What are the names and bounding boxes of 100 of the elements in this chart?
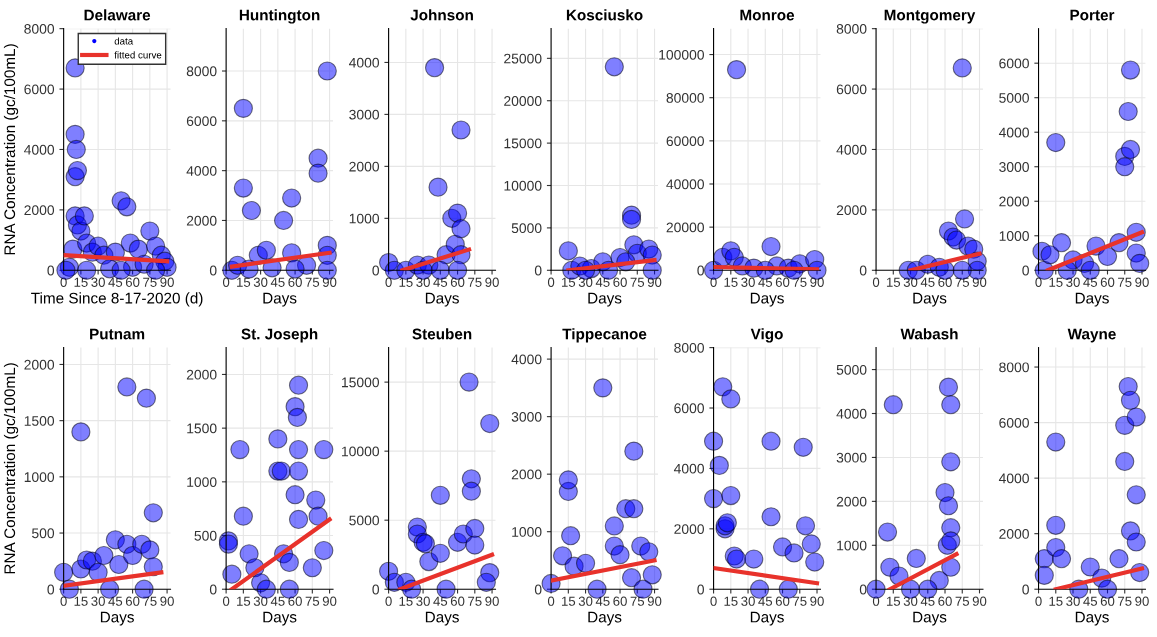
x-tick-label: 90 [972, 596, 987, 606]
x-tick-label: 60 [613, 277, 627, 287]
x-tick-label: 60 [125, 596, 140, 606]
y-tick-label: 3000 [511, 411, 542, 422]
y-tick-label: 2000 [511, 469, 542, 480]
point [1120, 390, 1141, 410]
chart-title: St. Joseph [241, 328, 318, 343]
point [941, 557, 961, 577]
x-tick-label: 45 [270, 596, 285, 606]
point [1118, 101, 1138, 122]
point [593, 378, 613, 398]
point [465, 535, 485, 555]
chart-title: Tippecanoe [562, 328, 647, 343]
x-tick-label: 15 [561, 277, 576, 287]
y-tick-label: 0 [1022, 584, 1029, 595]
x-tick-label: 90 [810, 277, 824, 287]
x-axis-title: Days [588, 292, 622, 307]
x-tick-label: 45 [433, 277, 448, 287]
y-tick-label: 6000 [24, 84, 55, 95]
x-tick-label: 45 [595, 596, 610, 606]
point [883, 395, 903, 415]
point [1080, 557, 1100, 577]
x-tick-label: 75 [143, 277, 157, 287]
y-tick-label: 0 [1022, 265, 1029, 276]
point [109, 554, 129, 575]
y-axis-title: RNA Concentration (gc/100mL) [3, 363, 19, 574]
point [1046, 515, 1066, 535]
x-tick-label: 45 [1083, 596, 1098, 606]
point [624, 499, 644, 519]
chart-title: Delaware [84, 9, 151, 21]
y-tick-label: 20000 [666, 222, 704, 233]
point [94, 545, 114, 566]
y-tick-label: 1000 [999, 231, 1029, 241]
x-tick-label: 75 [630, 277, 645, 287]
point [941, 395, 961, 415]
y-tick-label: 0 [372, 584, 380, 595]
x-tick-label: 15 [74, 277, 88, 287]
y-tick-label: 5000 [999, 93, 1029, 103]
point [561, 526, 581, 546]
x-tick-label: 90 [647, 277, 662, 287]
x-tick-label: 45 [595, 277, 610, 287]
x-tick-label: 45 [270, 277, 285, 287]
x-tick-label: 60 [125, 277, 140, 287]
x-tick-label: 30 [1066, 596, 1080, 606]
y-tick-label: 15000 [342, 377, 380, 388]
x-tick-label: 30 [578, 596, 593, 606]
point [308, 163, 328, 183]
point [1115, 451, 1135, 472]
y-tick-label: 2000 [674, 524, 704, 534]
x-tick-label: 0 [222, 277, 230, 287]
point [639, 542, 659, 562]
x-tick-label: 90 [972, 277, 987, 287]
point [877, 522, 898, 542]
point [117, 197, 137, 217]
point [66, 139, 86, 160]
x-tick-label: 75 [305, 277, 320, 287]
point [136, 388, 157, 408]
x-axis-title: Days [425, 292, 459, 307]
x-tick-label: 15 [724, 277, 738, 287]
x-axis-title: Days [1075, 292, 1109, 307]
point [1046, 132, 1066, 153]
y-tick-label: 4000 [998, 473, 1029, 484]
y-tick-label: 15000 [504, 138, 542, 149]
x-tick-label: 90 [485, 596, 499, 606]
x-axis-title: Days [750, 292, 784, 307]
point [451, 120, 471, 140]
x-tick-label: 90 [160, 596, 174, 606]
x-tick-label: 15 [1049, 277, 1063, 287]
point [140, 221, 160, 241]
x-tick-label: 45 [920, 277, 935, 287]
point [279, 552, 299, 572]
point [642, 565, 662, 585]
x-tick-label: 60 [1100, 277, 1115, 287]
y-tick-label: 10000 [504, 180, 542, 191]
y-tick-label: 40000 [666, 179, 704, 190]
x-axis-title: Days [913, 292, 947, 307]
point [1126, 485, 1146, 505]
point [784, 543, 804, 563]
point [461, 481, 481, 501]
x-tick-label: 75 [468, 277, 482, 287]
point [233, 178, 253, 198]
x-tick-label: 0 [222, 596, 230, 606]
x-tick-label: 0 [872, 277, 880, 287]
point [306, 490, 326, 510]
x-tick-label: 75 [143, 596, 157, 606]
y-tick-label: 1000 [837, 540, 867, 551]
chart-title: Putnam [90, 328, 145, 340]
y-tick-label: 3000 [999, 162, 1029, 172]
point [793, 437, 813, 457]
chart-title: Monroe [740, 9, 795, 21]
y-tick-label: 0 [47, 265, 55, 276]
x-tick-label: 60 [775, 277, 790, 287]
y-tick-label: 2000 [999, 196, 1029, 207]
x-tick-label: 90 [322, 277, 337, 287]
y-tick-label: 4000 [998, 127, 1029, 138]
y-tick-label: 5000 [511, 223, 542, 234]
x-tick-label: 60 [288, 277, 302, 287]
point [954, 209, 975, 229]
x-axis-title: Days [263, 611, 297, 626]
point [317, 61, 337, 81]
